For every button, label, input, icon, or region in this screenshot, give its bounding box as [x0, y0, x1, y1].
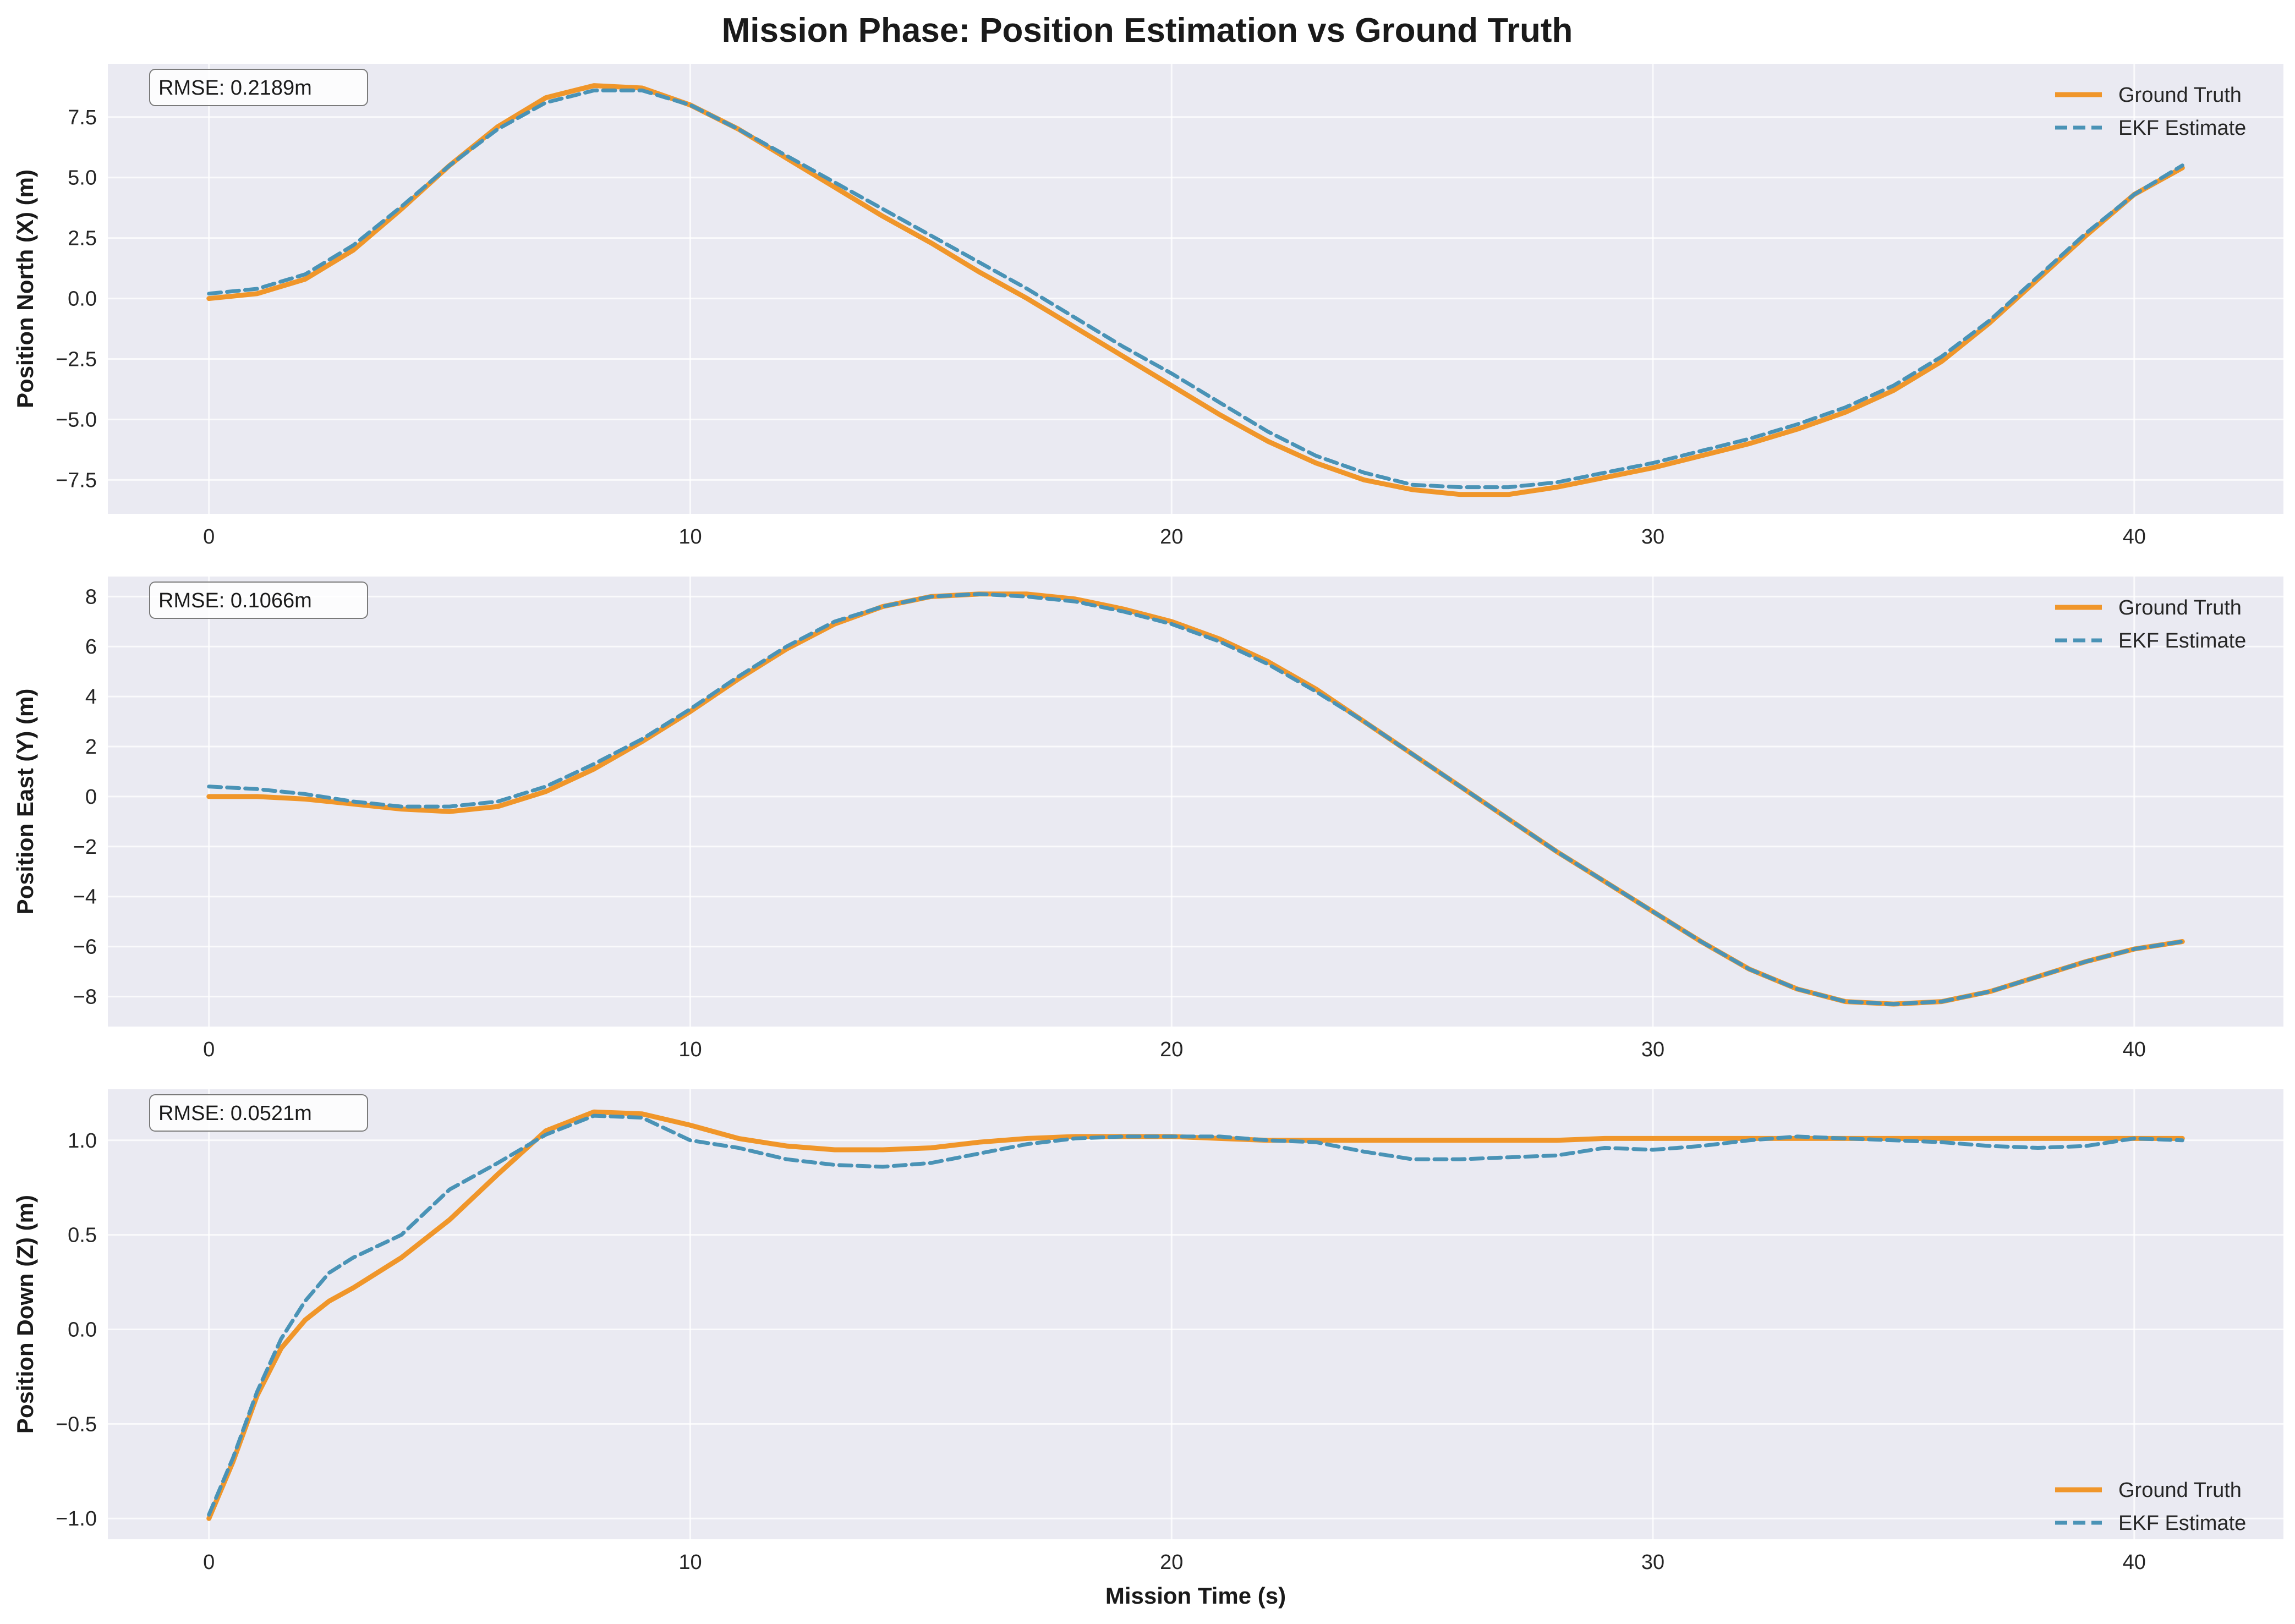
y-tick-label: −4 — [73, 886, 97, 909]
y-tick-label: 5.0 — [68, 167, 97, 190]
y-tick-label: −1.0 — [56, 1507, 97, 1530]
y-tick-label: 0.0 — [68, 1318, 97, 1341]
figure-title: Mission Phase: Position Estimation vs Gr… — [722, 12, 1573, 50]
ground-truth-line — [206, 83, 2185, 497]
ground-truth-line — [206, 1109, 2185, 1521]
ekf-estimate-line — [207, 1113, 2184, 1517]
rmse-text: RMSE: 0.2189m — [158, 76, 312, 100]
y-tick-label: 0 — [85, 786, 97, 809]
x-tick-label: 30 — [1641, 1551, 1664, 1574]
subplot-3: 0 10 20 30 40 −1.0 −0.5 0.0 0.5 1.0 Position Down … — [12, 1089, 2283, 1574]
y-axis-label: Position Down (Z) (m) — [12, 1195, 38, 1434]
legend-label: EKF Estimate — [2118, 1512, 2246, 1535]
x-tick-label: 40 — [2123, 1038, 2146, 1061]
y-tick-label: 0.5 — [68, 1224, 97, 1247]
rmse-box — [149, 1094, 368, 1132]
x-tick-label: 0 — [203, 1551, 215, 1574]
plot-area — [108, 577, 2283, 1027]
legend-label: Ground Truth — [2118, 84, 2242, 107]
x-tick-label: 10 — [678, 1551, 702, 1574]
y-tick-label: 7.5 — [68, 106, 97, 129]
y-axis-label: Position East (Y) (m) — [12, 689, 38, 915]
legend: Ground Truth EKF Estimate — [2055, 596, 2246, 652]
y-tick-label: −7.5 — [56, 469, 97, 492]
y-tick-label: −5.0 — [56, 408, 97, 431]
rmse-text: RMSE: 0.1066m — [158, 589, 312, 612]
y-tick-label: 2.5 — [68, 227, 97, 250]
rmse-annotation: RMSE: 0.0521m — [149, 1094, 368, 1132]
y-axis-label: Position North (X) (m) — [12, 169, 38, 408]
subplot-2: 0 10 20 30 40 −8 −6 −4 −2 0 2 4 6 8 Position East (Y) … — [12, 577, 2283, 1061]
plot-area — [108, 64, 2283, 514]
x-tick-label: 10 — [678, 1038, 702, 1061]
y-tick-label: −6 — [73, 936, 97, 959]
rmse-annotation: RMSE: 0.1066m — [149, 581, 368, 619]
legend-label: EKF Estimate — [2118, 117, 2246, 140]
subplots: 0 10 20 30 40−7.5−5.0−2.50.02.55.07.5Positio… — [12, 64, 2283, 1574]
x-axis-label: Mission Time (s) — [1105, 1583, 1286, 1609]
y-tick-label: −2 — [73, 836, 97, 859]
y-tick-label: −0.5 — [56, 1413, 97, 1436]
ekf-estimate-line — [207, 88, 2184, 490]
y-tick-label: 8 — [85, 585, 97, 608]
x-tick-label: 40 — [2123, 525, 2146, 548]
x-tick-label: 30 — [1641, 525, 1664, 548]
x-tick-label: 0 — [203, 525, 215, 548]
rmse-box — [149, 69, 368, 106]
y-tick-label: −2.5 — [56, 348, 97, 371]
y-tick-label: 6 — [85, 635, 97, 659]
y-tick-label: −8 — [73, 985, 97, 1008]
legend: Ground Truth EKF Estimate — [2055, 84, 2246, 140]
legend-label: Ground Truth — [2118, 596, 2242, 619]
legend-label: Ground Truth — [2118, 1479, 2242, 1502]
subplot-1: 0 10 20 30 40 −7.5 −5.0 −2.5 0.0 2.5 5.0 7.5 Positio… — [12, 64, 2283, 548]
y-tick-label: 4 — [85, 685, 97, 709]
x-tick-label: 20 — [1160, 1551, 1183, 1574]
legend: Ground Truth EKF Estimate — [2055, 1479, 2246, 1535]
x-tick-label: 20 — [1160, 1038, 1183, 1061]
rmse-annotation: RMSE: 0.2189m — [149, 69, 368, 106]
x-tick-label: 10 — [678, 525, 702, 548]
rmse-text: RMSE: 0.0521m — [158, 1102, 312, 1125]
y-tick-label: 2 — [85, 736, 97, 759]
rmse-box — [149, 581, 368, 619]
x-tick-label: 30 — [1641, 1038, 1664, 1061]
plot-area — [108, 1089, 2283, 1539]
y-tick-label: 0.0 — [68, 288, 97, 311]
x-tick-label: 20 — [1160, 525, 1183, 548]
y-tick-label: 1.0 — [68, 1129, 97, 1153]
ekf-estimate-line — [207, 592, 2184, 1006]
x-tick-label: 40 — [2123, 1551, 2146, 1574]
legend-label: EKF Estimate — [2118, 629, 2246, 652]
x-tick-label: 0 — [203, 1038, 215, 1061]
